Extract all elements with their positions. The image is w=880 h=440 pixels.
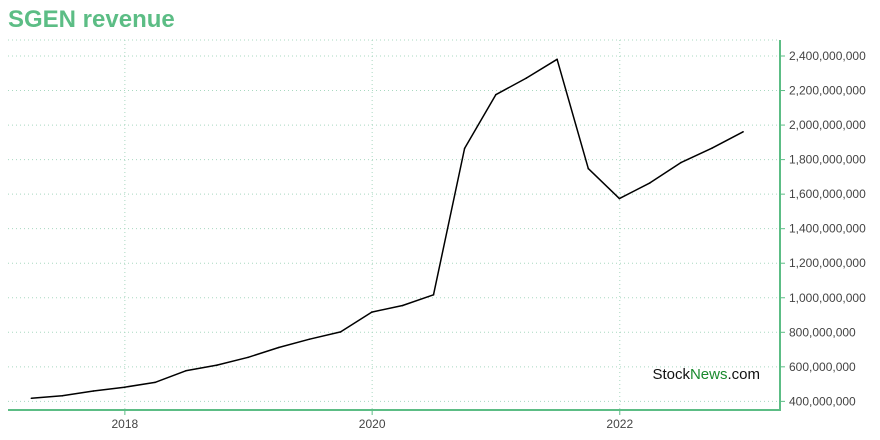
revenue-data-point	[432, 294, 435, 296]
x-tick-label: 2022	[606, 417, 633, 431]
y-tick-label: 2,000,000,000	[789, 118, 866, 132]
revenue-data-point	[401, 304, 404, 307]
revenue-series-line	[31, 58, 744, 400]
axes	[8, 40, 785, 415]
watermark-news: News	[690, 366, 728, 383]
revenue-data-point	[247, 356, 249, 359]
series-layer	[30, 58, 744, 400]
revenue-data-point	[587, 167, 590, 170]
revenue-data-point	[742, 131, 744, 133]
revenue-data-point	[649, 182, 651, 184]
watermark-dotcom: .com	[727, 366, 760, 383]
y-tick-label: 2,400,000,000	[789, 49, 866, 63]
revenue-data-point	[277, 346, 280, 349]
revenue-data-point	[92, 390, 95, 392]
x-tick-label: 2018	[112, 417, 139, 431]
revenue-data-point	[308, 338, 311, 341]
y-tick-label: 800,000,000	[789, 325, 856, 339]
y-tick-label: 600,000,000	[789, 360, 856, 374]
chart-title: SGEN revenue	[8, 6, 175, 33]
y-tick-label: 1,000,000,000	[789, 291, 866, 305]
y-tick-label: 1,800,000,000	[789, 153, 866, 167]
revenue-data-point	[154, 381, 156, 384]
revenue-data-point	[123, 386, 126, 389]
revenue-data-point	[339, 331, 342, 333]
y-tick-label: 2,200,000,000	[789, 84, 866, 98]
y-tick-label: 1,600,000,000	[789, 187, 866, 201]
y-tick-label: 1,400,000,000	[789, 222, 866, 236]
revenue-data-point	[216, 364, 218, 366]
tick-labels: 400,000,000 600,000,000 800,000,000 1,000,0…	[112, 49, 867, 431]
revenue-data-point	[185, 370, 187, 372]
stocknews-watermark: StockNews.com	[652, 366, 760, 383]
x-tick-label: 2020	[359, 417, 386, 431]
revenue-data-point	[679, 161, 682, 164]
revenue-data-point	[525, 77, 528, 79]
revenue-data-point	[30, 397, 33, 400]
revenue-data-point	[711, 147, 713, 150]
watermark-stock: Stock	[652, 366, 690, 383]
revenue-data-point	[61, 395, 63, 397]
y-tick-label: 400,000,000	[789, 394, 856, 408]
revenue-data-point	[371, 311, 373, 313]
revenue-data-point	[463, 147, 466, 150]
revenue-data-point	[556, 58, 558, 61]
grid-lines	[8, 39, 780, 410]
y-tick-label: 1,200,000,000	[789, 256, 866, 270]
revenue-data-point	[494, 93, 497, 96]
revenue-data-point	[618, 197, 621, 200]
